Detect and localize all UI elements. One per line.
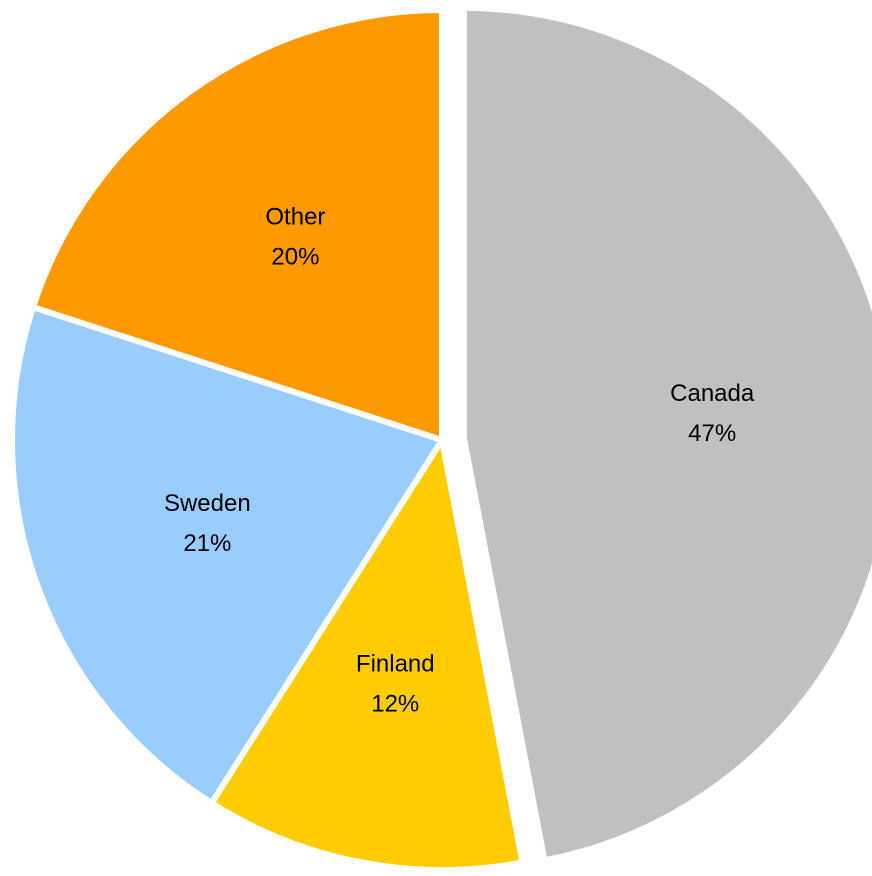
pie-slice [9,304,445,807]
slice-value-label: 12% [371,690,419,717]
pie-slice [30,7,445,443]
pie-slice [208,437,526,873]
slice-label: Canada [670,380,755,407]
slice-label: Sweden [164,490,251,517]
pie-slice [460,4,872,864]
slice-label: Finland [356,650,435,677]
slice-value-label: 20% [271,244,319,271]
slice-value-label: 47% [688,420,736,447]
slice-label: Other [265,204,325,231]
slice-value-label: 21% [183,530,231,557]
